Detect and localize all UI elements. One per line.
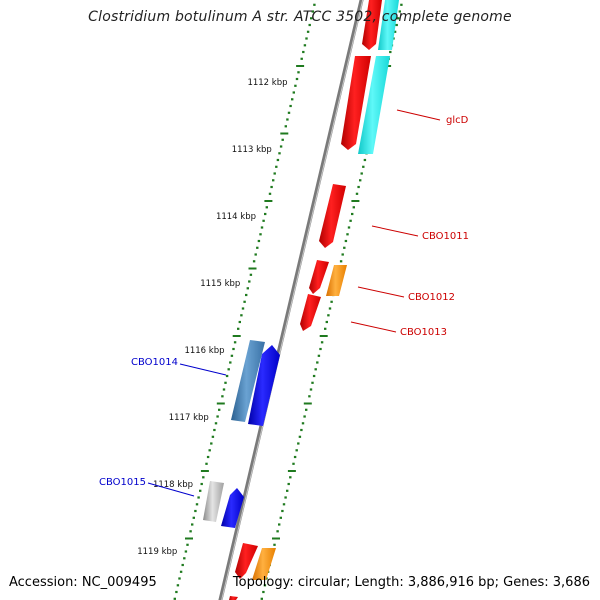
gene-label-cbo1012[interactable]: CBO1012 (408, 292, 455, 303)
gene-cbo1012-orange[interactable] (326, 265, 347, 296)
scale-label: 1114 kbp (216, 212, 256, 222)
genome-backbone-highlight (221, 0, 364, 600)
gene-cbo1015-grey[interactable] (203, 481, 224, 522)
scale-label: 1119 kbp (137, 547, 177, 557)
gene-red-top[interactable] (362, 0, 382, 50)
label-leaders (147, 109, 441, 497)
scale-label: 1116 kbp (184, 346, 224, 356)
gene-cyan-glcd[interactable] (358, 56, 390, 154)
gene-label-cbo1014[interactable]: CBO1014 (131, 357, 178, 368)
gene-label-cbo1013[interactable]: CBO1013 (400, 327, 447, 338)
gene-red-bottom[interactable] (235, 543, 258, 579)
gene-cbo1011[interactable] (319, 184, 346, 248)
gene-cbo1014-blue[interactable] (248, 345, 280, 426)
gene-label-cbo1011[interactable]: CBO1011 (422, 231, 469, 242)
gene-label-glcd[interactable]: glcD (446, 115, 469, 126)
gene-orange-bottom[interactable] (252, 548, 276, 580)
scale-ticks-right (260, 3, 403, 600)
gene-red-edge[interactable] (229, 596, 238, 600)
gene-cyan-top[interactable] (378, 0, 399, 50)
gene-labels: glcD CBO1011 CBO1012 CBO1013 CBO1014 CBO… (99, 115, 469, 488)
scale-label: 1117 kbp (169, 413, 209, 423)
scale-ticks-left (173, 3, 316, 600)
gene-cbo1015-blue[interactable] (221, 488, 244, 528)
gene-cbo1013[interactable] (300, 294, 321, 331)
topology-text: Topology: circular; Length: 3,886,916 bp… (232, 575, 590, 590)
forward-strand-genes (229, 0, 399, 600)
scale-label: 1113 kbp (232, 145, 272, 155)
scale-labels: 1112 kbp 1113 kbp 1114 kbp 1115 kbp 1116 kbp… (137, 78, 287, 557)
accession-text: Accession: NC_009495 (9, 575, 157, 590)
scale-label: 1118 kbp (153, 480, 193, 490)
scale-label: 1115 kbp (200, 279, 240, 289)
scale-label: 1112 kbp (247, 78, 287, 88)
gene-label-cbo1015[interactable]: CBO1015 (99, 477, 146, 488)
reverse-strand-genes (203, 340, 280, 528)
gene-red-glcd[interactable] (341, 56, 371, 150)
genome-backbone (218, 0, 364, 600)
gene-cbo1014-steel[interactable] (231, 340, 265, 422)
gene-cbo1012-red[interactable] (309, 260, 329, 294)
map-title: Clostridium botulinum A str. ATCC 3502, … (88, 9, 512, 25)
